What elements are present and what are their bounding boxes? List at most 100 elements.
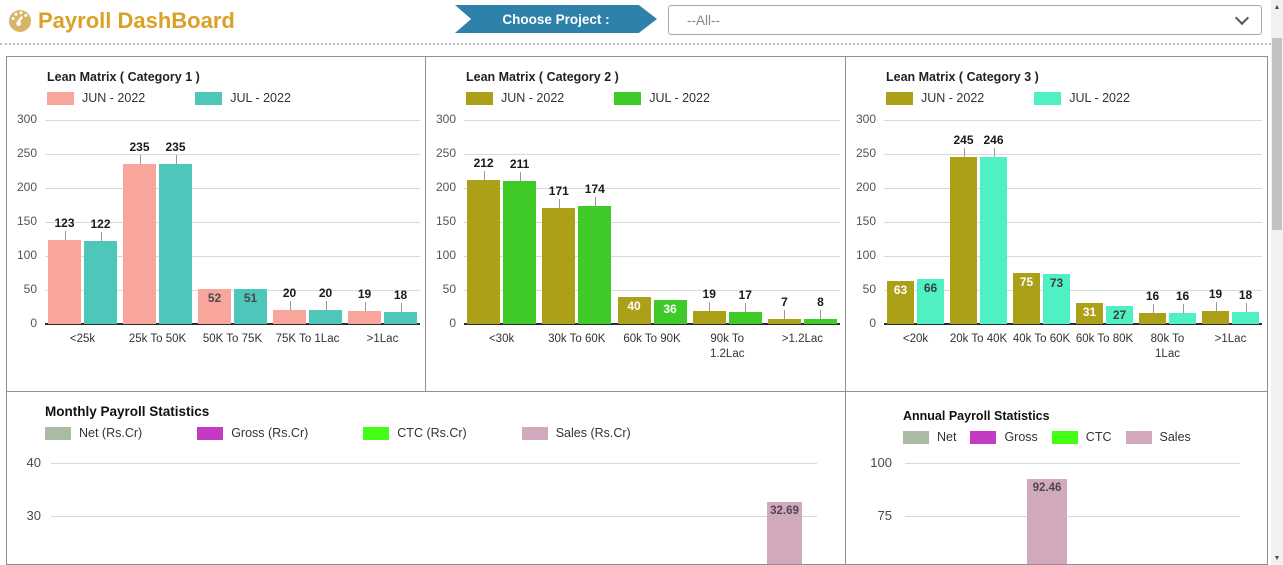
bar[interactable]: 16: [1169, 289, 1196, 324]
bar-value-label: 51: [243, 291, 258, 306]
bar[interactable]: 245: [950, 133, 977, 324]
category-label: 40k To 60K: [1012, 333, 1071, 345]
gridline: [464, 222, 840, 223]
legend-item[interactable]: CTC: [1051, 430, 1112, 444]
bar[interactable]: 31: [1076, 302, 1103, 324]
chart-title: Monthly Payroll Statistics: [45, 404, 210, 419]
bar[interactable]: 212: [467, 156, 501, 324]
bar[interactable]: 19: [348, 287, 381, 324]
bar[interactable]: 92.46: [1027, 478, 1067, 564]
scrollbar-thumb[interactable]: [1272, 38, 1282, 230]
bar-group: 19 18: [345, 120, 420, 324]
legend-label: CTC: [1085, 430, 1112, 444]
vertical-scrollbar[interactable]: ▲ ▼: [1271, 0, 1283, 565]
bar-value-label: 8: [817, 294, 824, 309]
bar[interactable]: 75: [1013, 273, 1040, 324]
chart-legend: Net (Rs.Cr) Gross (Rs.Cr) CTC (Rs.Cr) Sales…: [45, 426, 631, 440]
y-axis-tick: 0: [30, 316, 37, 330]
label-connector-line: [1152, 304, 1154, 314]
bar[interactable]: 174: [578, 182, 612, 324]
bar-value-label: 36: [663, 301, 677, 316]
bar[interactable]: 36: [653, 299, 687, 324]
legend-swatch: [47, 91, 74, 105]
legend-item[interactable]: Sales: [1125, 430, 1191, 444]
y-axis-tick: 150: [855, 214, 876, 228]
legend-item[interactable]: JUL - 2022: [195, 91, 291, 105]
bar[interactable]: 66: [917, 279, 944, 324]
legend-item[interactable]: Gross: [970, 430, 1038, 444]
chart-legend: Net Gross CTC Sales: [903, 430, 1191, 444]
legend-swatch: [614, 91, 642, 105]
bar[interactable]: 246: [980, 133, 1007, 324]
bar[interactable]: 52: [198, 288, 231, 324]
bar-value-label: 40: [627, 298, 641, 313]
gridline: [884, 188, 1262, 189]
bar[interactable]: 235: [123, 140, 156, 324]
legend-item[interactable]: JUN - 2022: [47, 91, 145, 105]
label-connector-line: [594, 196, 596, 206]
legend-swatch: [521, 426, 548, 440]
bar[interactable]: 211: [503, 157, 537, 324]
legend-item[interactable]: JUL - 2022: [1034, 91, 1130, 105]
bar-value-label: 235: [129, 140, 150, 155]
scroll-up-icon[interactable]: ▲: [1273, 3, 1281, 11]
bar[interactable]: 73: [1043, 274, 1070, 324]
chart-title: Annual Payroll Statistics: [903, 409, 1050, 423]
category-axis: <20k 20k To 40K 40k To 60K 60k To 80K 80k To…: [884, 332, 1262, 362]
gridline: [884, 256, 1262, 257]
bar[interactable]: 122: [84, 217, 117, 324]
legend-item[interactable]: CTC (Rs.Cr): [363, 426, 467, 440]
bar[interactable]: 27: [1106, 305, 1133, 324]
label-connector-line: [325, 301, 327, 311]
bar[interactable]: 51: [234, 289, 267, 324]
label-connector-line: [993, 147, 995, 157]
bar[interactable]: 19: [692, 287, 726, 324]
legend-item[interactable]: JUN - 2022: [466, 91, 564, 105]
label-connector-line: [820, 309, 822, 319]
bar[interactable]: 40: [617, 296, 651, 324]
category-label: 60k To 80K: [1075, 333, 1134, 345]
gridline: [884, 120, 1262, 121]
category-label: 90k To 1.2Lac: [709, 333, 745, 360]
bar[interactable]: 7: [767, 295, 801, 324]
legend-item[interactable]: Net (Rs.Cr): [45, 426, 142, 440]
bar-value-label: 75: [1019, 275, 1034, 289]
legend-swatch: [970, 430, 997, 444]
bar[interactable]: 18: [1232, 288, 1259, 324]
y-axis-tick: 200: [855, 180, 876, 194]
bar-group: 31 27: [1073, 120, 1136, 324]
category-label: 60k To 90K: [623, 333, 681, 345]
bar[interactable]: 20: [273, 286, 306, 324]
bar[interactable]: 235: [159, 140, 192, 324]
bar[interactable]: 17: [728, 288, 762, 324]
chart-legend: JUN - 2022 JUL - 2022: [466, 91, 845, 105]
lean-matrix-category-3-panel: Lean Matrix ( Category 3 ) JUN - 2022 JUL …: [845, 56, 1268, 392]
bar-value-label: 123: [54, 216, 75, 231]
legend-item[interactable]: Net: [903, 430, 956, 444]
chart-title: Lean Matrix ( Category 1 ): [47, 70, 200, 84]
bars-area: 63 66 245 246 75 73 31 27 16 16 19 18: [884, 120, 1262, 324]
bar[interactable]: 63: [887, 281, 914, 324]
project-select-dropdown[interactable]: --All--: [668, 5, 1262, 35]
legend-item[interactable]: Sales (Rs.Cr): [521, 426, 631, 440]
legend-item[interactable]: Gross (Rs.Cr): [197, 426, 308, 440]
legend-label: Sales (Rs.Cr): [555, 426, 631, 440]
label-connector-line: [963, 148, 965, 158]
bar-group: 20 20: [270, 120, 345, 324]
y-axis-tick: 300: [16, 112, 37, 126]
bar[interactable]: 16: [1139, 289, 1166, 324]
legend-item[interactable]: JUN - 2022: [886, 91, 984, 105]
bar[interactable]: 32.69: [767, 501, 802, 564]
legend-item[interactable]: JUL - 2022: [614, 91, 710, 105]
bar[interactable]: 171: [542, 184, 576, 324]
bar[interactable]: 123: [48, 216, 81, 324]
scroll-down-icon[interactable]: ▼: [1273, 554, 1281, 562]
y-axis-tick: 300: [855, 112, 876, 126]
bar[interactable]: 20: [309, 286, 342, 324]
dashboard-gauge-icon: [9, 10, 31, 32]
bar-value-label: 174: [584, 181, 605, 196]
bar[interactable]: 19: [1202, 287, 1229, 324]
bar[interactable]: 8: [803, 295, 837, 324]
bar-group: 75 73: [1010, 120, 1073, 324]
bar[interactable]: 18: [384, 288, 417, 324]
